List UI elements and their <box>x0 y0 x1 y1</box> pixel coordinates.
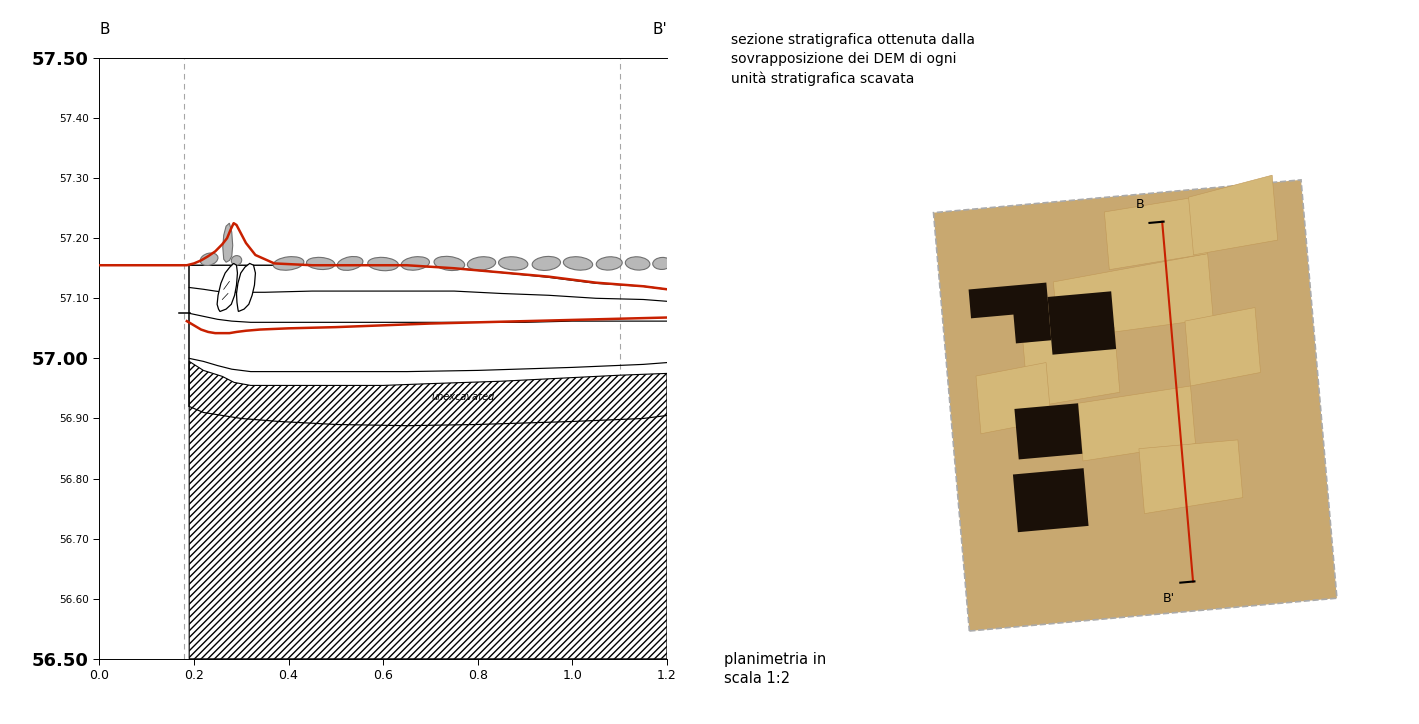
Polygon shape <box>1185 308 1260 386</box>
Ellipse shape <box>307 257 335 269</box>
Polygon shape <box>1023 327 1120 408</box>
Polygon shape <box>237 264 255 311</box>
Ellipse shape <box>653 258 671 269</box>
Ellipse shape <box>231 256 241 265</box>
Polygon shape <box>934 180 1337 631</box>
Ellipse shape <box>200 253 219 266</box>
Text: B: B <box>99 22 109 37</box>
Text: B': B' <box>1164 592 1175 605</box>
Ellipse shape <box>626 257 650 270</box>
Polygon shape <box>1053 253 1213 340</box>
Ellipse shape <box>563 257 593 270</box>
Ellipse shape <box>498 257 528 270</box>
Polygon shape <box>223 223 233 262</box>
Polygon shape <box>1104 196 1208 269</box>
Polygon shape <box>1047 291 1117 355</box>
Text: B': B' <box>653 22 667 37</box>
Ellipse shape <box>532 256 561 271</box>
Polygon shape <box>969 282 1051 343</box>
Polygon shape <box>1015 403 1083 460</box>
Polygon shape <box>189 361 667 659</box>
Text: B: B <box>1135 198 1145 211</box>
Text: sezione stratigrafica ottenuta dalla
sovrapposizione dei DEM di ogni
unità strat: sezione stratigrafica ottenuta dalla sov… <box>731 33 975 86</box>
Ellipse shape <box>368 257 399 271</box>
Ellipse shape <box>596 257 622 270</box>
Ellipse shape <box>434 256 464 271</box>
Polygon shape <box>1078 386 1195 461</box>
Polygon shape <box>217 264 237 311</box>
Ellipse shape <box>338 256 363 270</box>
Polygon shape <box>1189 175 1277 255</box>
Text: unexcavated: unexcavated <box>431 392 495 403</box>
Ellipse shape <box>274 256 304 270</box>
Text: planimetria in
scala 1:2: planimetria in scala 1:2 <box>724 652 826 686</box>
Ellipse shape <box>467 257 495 270</box>
Ellipse shape <box>402 257 430 270</box>
Polygon shape <box>1013 468 1088 532</box>
Polygon shape <box>1139 440 1243 513</box>
Polygon shape <box>976 363 1051 434</box>
